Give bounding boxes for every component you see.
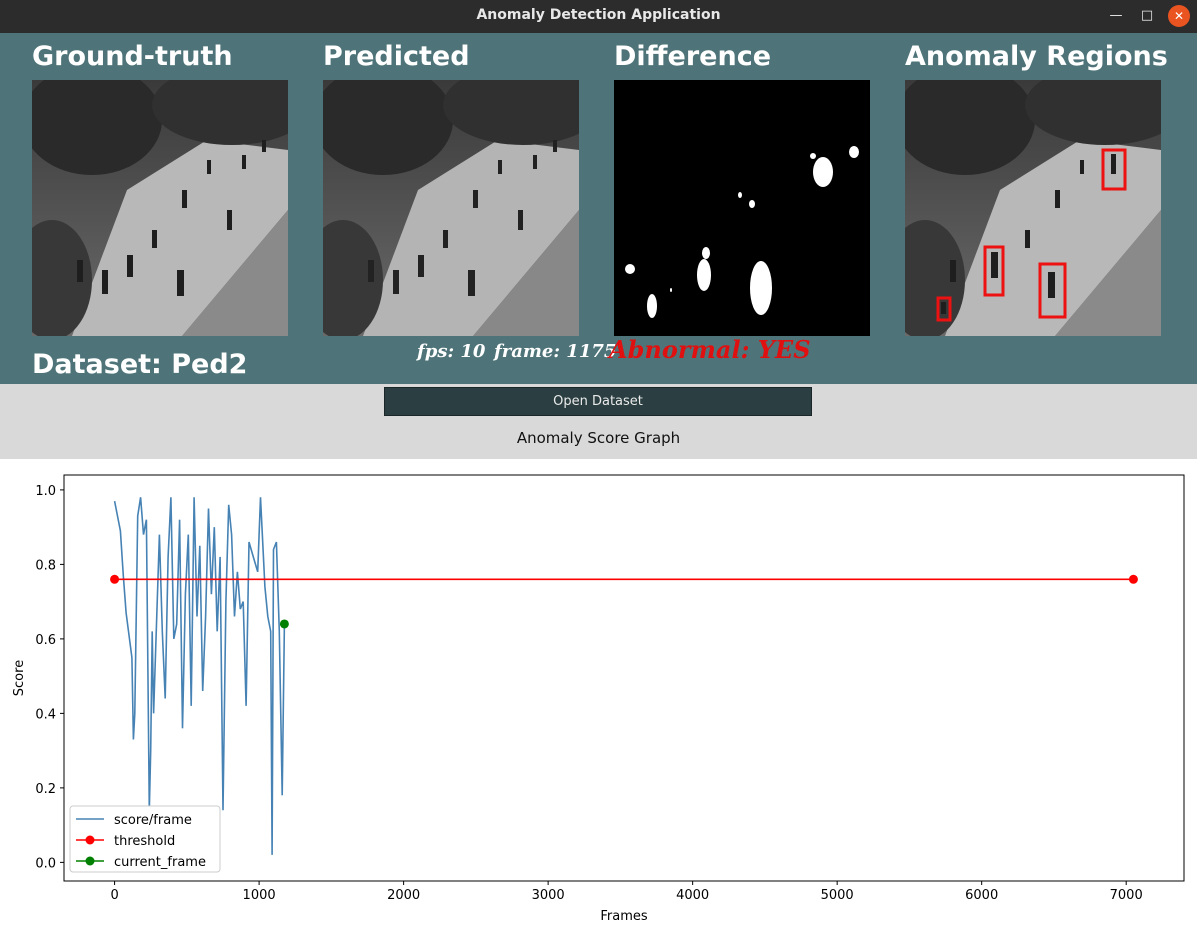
anomaly-regions-title: Anomaly Regions [905, 41, 1168, 72]
x-tick-label: 4000 [676, 888, 709, 903]
score-graph: 0 1000 2000 3000 4000 5000 6000 7000 0.0 0.2 0.4 0.… [0, 459, 1197, 940]
predicted-title: Predicted [323, 41, 470, 72]
score-chart: 0 1000 2000 3000 4000 5000 6000 7000 0.0 0.2 0.4 0.… [12, 474, 1185, 924]
video-panel: Ground-truth Predicted Difference Anomal… [0, 33, 1197, 384]
legend-label: threshold [114, 834, 175, 849]
ground-truth-title: Ground-truth [32, 41, 233, 72]
abnormal-status: Abnormal: YES [609, 335, 811, 364]
x-tick-label: 1000 [243, 888, 276, 903]
maximize-icon[interactable]: □ [1140, 8, 1154, 23]
window-title: Anomaly Detection Application [476, 7, 721, 23]
dataset-label: Dataset: Ped2 [32, 349, 248, 380]
y-tick-label: 0.2 [35, 782, 56, 797]
fps-label: fps: 10 [417, 341, 486, 362]
window-titlebar: Anomaly Detection Application — □ ✕ [0, 0, 1197, 33]
x-tick-label: 5000 [821, 888, 854, 903]
y-tick-label: 0.8 [35, 558, 56, 573]
x-tick-label: 6000 [965, 888, 998, 903]
legend-marker [85, 856, 95, 866]
score-series-line [113, 497, 286, 855]
y-tick-label: 1.0 [35, 484, 56, 499]
close-icon[interactable]: ✕ [1168, 5, 1190, 27]
y-tick-label: 0.4 [35, 707, 56, 722]
legend-box [69, 805, 221, 873]
minimize-icon[interactable]: — [1109, 8, 1123, 23]
legend-label: current_frame [114, 855, 206, 870]
anomaly-regions-image [905, 80, 1161, 336]
graph-label: Anomaly Score Graph [516, 429, 681, 447]
difference-title: Difference [614, 41, 772, 72]
legend-label: score/frame [114, 813, 192, 828]
x-tick-label: 2000 [387, 888, 420, 903]
plot-frame [63, 474, 1185, 882]
threshold-point [110, 574, 120, 584]
y-tick-label: 0.6 [35, 633, 56, 648]
open-dataset-button[interactable]: Open Dataset [384, 387, 812, 416]
chart-legend: score/frame threshold current_frame [69, 805, 221, 873]
predicted-image [323, 80, 579, 336]
y-tick-label: 0.0 [35, 856, 56, 871]
y-axis-label: Score [12, 660, 27, 696]
x-tick-label: 0 [110, 888, 118, 903]
ground-truth-image [32, 80, 288, 336]
difference-image [614, 80, 870, 336]
control-bar: Open Dataset Anomaly Score Graph [0, 384, 1197, 459]
x-tick-label: 3000 [532, 888, 565, 903]
current-frame-point [279, 619, 289, 629]
threshold-point [1128, 574, 1138, 584]
x-axis-label: Frames [600, 909, 648, 924]
x-tick-label: 7000 [1110, 888, 1143, 903]
frame-label: frame: 1175 [494, 341, 617, 362]
legend-marker [85, 835, 95, 845]
